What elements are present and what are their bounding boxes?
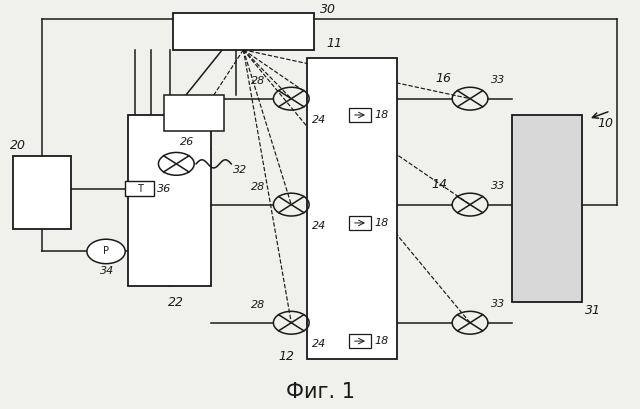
Text: 11: 11 bbox=[326, 37, 342, 50]
Text: 18: 18 bbox=[374, 218, 388, 228]
Bar bbox=[349, 334, 371, 348]
Text: Фиг. 1: Фиг. 1 bbox=[285, 382, 355, 402]
Text: 24: 24 bbox=[312, 339, 326, 349]
Text: 22: 22 bbox=[168, 296, 184, 309]
Bar bbox=[307, 58, 397, 360]
Text: 28: 28 bbox=[251, 300, 265, 310]
Text: 28: 28 bbox=[251, 182, 265, 192]
Bar bbox=[511, 115, 582, 302]
Text: 18: 18 bbox=[374, 110, 388, 120]
Text: 14: 14 bbox=[432, 178, 448, 191]
Text: 36: 36 bbox=[157, 184, 172, 194]
Bar bbox=[349, 216, 371, 230]
Text: 32: 32 bbox=[233, 165, 248, 175]
Text: 30: 30 bbox=[320, 2, 336, 16]
Text: 12: 12 bbox=[278, 350, 294, 363]
Text: T: T bbox=[137, 184, 143, 194]
Text: 28: 28 bbox=[251, 76, 265, 86]
Bar bbox=[125, 181, 154, 196]
Bar bbox=[13, 156, 71, 229]
Text: 33: 33 bbox=[491, 75, 506, 85]
Bar bbox=[129, 115, 211, 286]
Bar bbox=[349, 108, 371, 122]
Text: 24: 24 bbox=[312, 115, 326, 125]
Text: 26: 26 bbox=[179, 137, 194, 147]
Bar bbox=[164, 94, 224, 131]
Text: 34: 34 bbox=[100, 266, 114, 276]
Text: 18: 18 bbox=[374, 336, 388, 346]
Text: 33: 33 bbox=[491, 299, 506, 309]
Text: 33: 33 bbox=[491, 181, 506, 191]
Bar bbox=[173, 13, 314, 50]
Text: 31: 31 bbox=[585, 304, 601, 317]
Text: 24: 24 bbox=[312, 221, 326, 231]
Text: 16: 16 bbox=[435, 72, 451, 85]
Text: 20: 20 bbox=[10, 139, 26, 152]
Text: P: P bbox=[103, 247, 109, 256]
Text: 10: 10 bbox=[598, 117, 614, 130]
Circle shape bbox=[87, 239, 125, 264]
